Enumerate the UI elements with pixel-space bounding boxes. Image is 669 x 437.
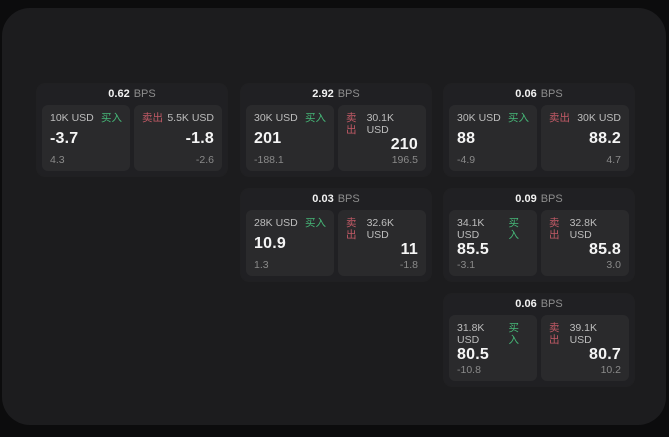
- sell-size: 5.5K USD: [167, 112, 214, 124]
- sell-size: 32.8K USD: [569, 217, 598, 241]
- card-header: 0.09 BPS: [444, 189, 634, 210]
- quote-card: 0.06 BPS 31.8K USD 买入 80.5 -10.8 卖出 39.1…: [444, 294, 634, 386]
- buy-size: 34.1K USD: [457, 217, 485, 241]
- quote-card: 0.62 BPS 10K USD 买入 -3.7 4.3 卖出 5.5K USD…: [37, 84, 227, 176]
- sell-pane[interactable]: 卖出 30.1K USD 210 196.5: [338, 105, 426, 171]
- card-body: 34.1K USD 买入 85.5 -3.1 卖出 32.8K USD 85.8…: [444, 210, 634, 281]
- sell-size: 30.1K USD: [366, 112, 395, 136]
- sell-label: 卖出: [346, 112, 357, 136]
- sell-label: 卖出: [142, 112, 163, 124]
- buy-value: -3.7: [50, 130, 79, 147]
- card-body: 10K USD 买入 -3.7 4.3 卖出 5.5K USD -1.8 -2.…: [37, 105, 227, 176]
- buy-value: 10.9: [254, 235, 286, 252]
- card-header: 0.03 BPS: [241, 189, 431, 210]
- sell-delta: 196.5: [391, 154, 418, 166]
- bps-value: 0.06: [515, 298, 537, 310]
- buy-delta: -3.1: [457, 259, 476, 271]
- buy-pane[interactable]: 10K USD 买入 -3.7 4.3: [42, 105, 130, 171]
- buy-label: 买入: [305, 112, 326, 124]
- sell-pane[interactable]: 卖出 39.1K USD 80.7 10.2: [541, 315, 629, 381]
- sell-label: 卖出: [346, 217, 357, 241]
- card-header: 0.06 BPS: [444, 84, 634, 105]
- sell-delta: -1.8: [399, 259, 418, 271]
- sell-value: 88.2: [589, 130, 621, 147]
- bps-value: 0.62: [108, 88, 130, 100]
- buy-pane[interactable]: 31.8K USD 买入 80.5 -10.8: [449, 315, 537, 381]
- bps-value: 2.92: [312, 88, 334, 100]
- buy-pane[interactable]: 30K USD 买入 201 -188.1: [246, 105, 334, 171]
- buy-delta: -188.1: [254, 154, 284, 166]
- buy-size: 10K USD: [50, 112, 94, 124]
- sell-label: 卖出: [549, 112, 570, 124]
- sell-pane[interactable]: 卖出 32.8K USD 85.8 3.0: [541, 210, 629, 276]
- sell-value: 210: [390, 136, 418, 153]
- buy-label: 买入: [101, 112, 122, 124]
- card-header: 0.06 BPS: [444, 294, 634, 315]
- sell-label: 卖出: [549, 322, 560, 346]
- sell-size: 39.1K USD: [569, 322, 598, 346]
- sell-pane[interactable]: 卖出 5.5K USD -1.8 -2.6: [134, 105, 222, 171]
- quote-card: 2.92 BPS 30K USD 买入 201 -188.1 卖出 30.1K …: [241, 84, 431, 176]
- buy-pane[interactable]: 30K USD 买入 88 -4.9: [449, 105, 537, 171]
- buy-pane[interactable]: 28K USD 买入 10.9 1.3: [246, 210, 334, 276]
- quotes-panel: 0.62 BPS 10K USD 买入 -3.7 4.3 卖出 5.5K USD…: [2, 8, 666, 425]
- card-body: 31.8K USD 买入 80.5 -10.8 卖出 39.1K USD 80.…: [444, 315, 634, 386]
- sell-value: 85.8: [589, 241, 621, 258]
- sell-size: 30K USD: [577, 112, 621, 124]
- bps-value: 0.09: [515, 193, 537, 205]
- sell-delta: 3.0: [606, 259, 621, 271]
- buy-value: 88: [457, 130, 476, 147]
- card-body: 30K USD 买入 201 -188.1 卖出 30.1K USD 210 1…: [241, 105, 431, 176]
- buy-delta: -10.8: [457, 364, 481, 376]
- buy-delta: 1.3: [254, 259, 269, 271]
- bps-unit-label: BPS: [337, 193, 360, 205]
- card-body: 28K USD 买入 10.9 1.3 卖出 32.6K USD 11 -1.8: [241, 210, 431, 281]
- bps-unit-label: BPS: [540, 298, 563, 310]
- card-header: 2.92 BPS: [241, 84, 431, 105]
- buy-value: 85.5: [457, 241, 489, 258]
- sell-value: 11: [400, 241, 418, 258]
- bps-value: 0.03: [312, 193, 334, 205]
- bps-unit-label: BPS: [540, 193, 563, 205]
- quote-card: 0.09 BPS 34.1K USD 买入 85.5 -3.1 卖出 32.8K…: [444, 189, 634, 281]
- sell-pane[interactable]: 卖出 30K USD 88.2 4.7: [541, 105, 629, 171]
- sell-value: 80.7: [589, 346, 621, 363]
- buy-size: 31.8K USD: [457, 322, 485, 346]
- bps-unit-label: BPS: [337, 88, 360, 100]
- buy-label: 买入: [508, 112, 529, 124]
- sell-delta: 4.7: [606, 154, 621, 166]
- card-header: 0.62 BPS: [37, 84, 227, 105]
- sell-size: 32.6K USD: [366, 217, 395, 241]
- sell-value: -1.8: [185, 130, 214, 147]
- buy-size: 30K USD: [254, 112, 298, 124]
- sell-delta: 10.2: [600, 364, 621, 376]
- buy-value: 80.5: [457, 346, 489, 363]
- quote-card: 0.03 BPS 28K USD 买入 10.9 1.3 卖出 32.6K US…: [241, 189, 431, 281]
- buy-label: 买入: [508, 217, 519, 241]
- sell-delta: -2.6: [195, 154, 214, 166]
- bps-unit-label: BPS: [540, 88, 563, 100]
- sell-pane[interactable]: 卖出 32.6K USD 11 -1.8: [338, 210, 426, 276]
- buy-delta: 4.3: [50, 154, 65, 166]
- buy-label: 买入: [508, 322, 519, 346]
- buy-label: 买入: [305, 217, 326, 229]
- buy-pane[interactable]: 34.1K USD 买入 85.5 -3.1: [449, 210, 537, 276]
- buy-delta: -4.9: [457, 154, 476, 166]
- buy-value: 201: [254, 130, 282, 147]
- sell-label: 卖出: [549, 217, 560, 241]
- card-body: 30K USD 买入 88 -4.9 卖出 30K USD 88.2 4.7: [444, 105, 634, 176]
- quote-card: 0.06 BPS 30K USD 买入 88 -4.9 卖出 30K USD 8…: [444, 84, 634, 176]
- bps-value: 0.06: [515, 88, 537, 100]
- buy-size: 28K USD: [254, 217, 298, 229]
- buy-size: 30K USD: [457, 112, 501, 124]
- bps-unit-label: BPS: [133, 88, 156, 100]
